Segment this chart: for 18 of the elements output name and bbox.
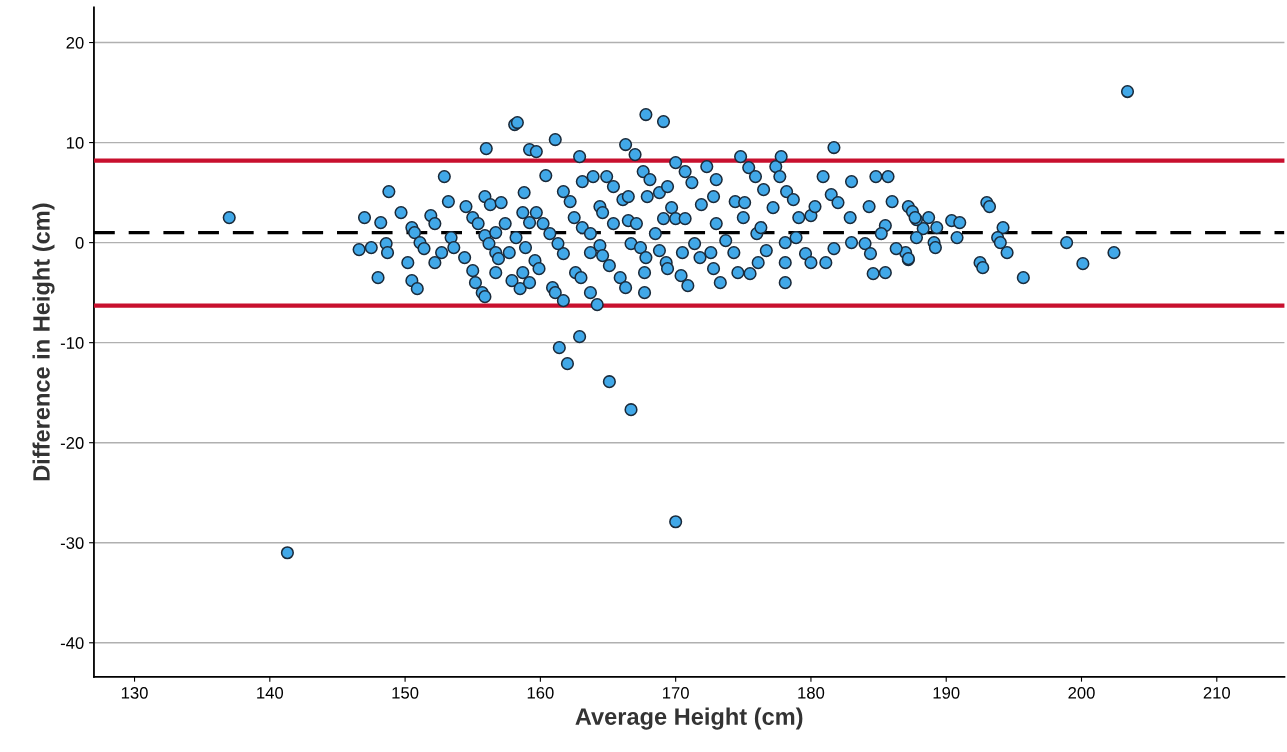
y-tick-label: 0 [75,237,84,249]
y-tick-label: -10 [60,337,84,349]
y-tick-label: -30 [60,537,84,549]
x-tick-label: 190 [933,686,960,699]
x-tick-label: 130 [121,686,148,699]
x-tick-label: 180 [798,686,825,699]
y-tick-label: -40 [60,637,84,649]
x-tick-label: 140 [257,686,284,699]
y-tick-label: -20 [60,437,84,449]
x-tick-label: 170 [663,686,689,699]
x-tick-label: 210 [1203,686,1231,699]
x-tick-label: 160 [527,686,554,699]
y-tick-label: 20 [66,36,84,49]
x-axis-title: Average Height (cm) [575,707,803,730]
y-axis-title: Difference in Height (cm) [32,203,55,481]
x-tick-label: 200 [1068,686,1095,699]
x-tick-label: 150 [392,686,419,699]
y-tick-label: 10 [66,136,84,149]
